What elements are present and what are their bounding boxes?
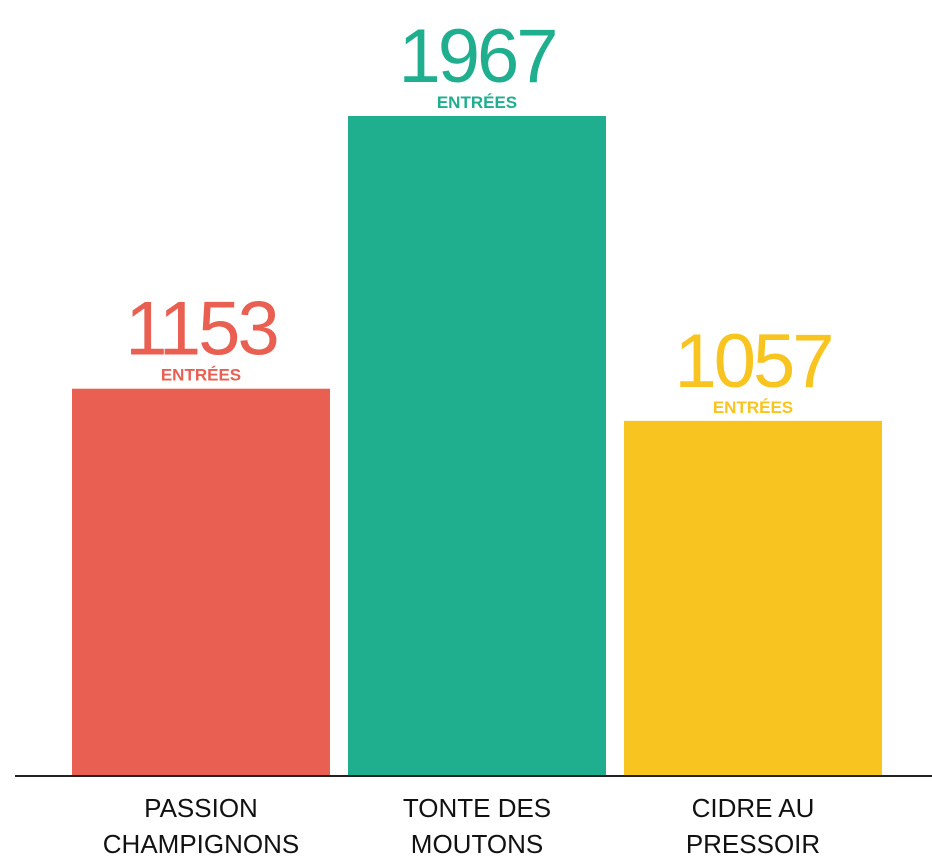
value-label: 1057 xyxy=(674,319,831,404)
bar xyxy=(624,421,882,775)
value-label: 1967 xyxy=(398,14,555,99)
category-label: CIDRE AU PRESSOIR xyxy=(643,790,863,862)
value-label: 1153 xyxy=(125,287,276,372)
unit-label: ENTRÉES xyxy=(713,398,793,417)
page: 1153ENTRÉES1967ENTRÉES1057ENTRÉES (() =>… xyxy=(0,0,932,865)
category-label: TONTE DES MOUTONS xyxy=(367,790,587,862)
bar xyxy=(72,389,330,775)
unit-label: ENTRÉES xyxy=(161,366,241,385)
unit-label: ENTRÉES xyxy=(437,93,517,112)
bar xyxy=(348,116,606,775)
chart: 1153ENTRÉES1967ENTRÉES1057ENTRÉES xyxy=(0,0,932,865)
category-label: PASSION CHAMPIGNONS xyxy=(91,790,311,862)
